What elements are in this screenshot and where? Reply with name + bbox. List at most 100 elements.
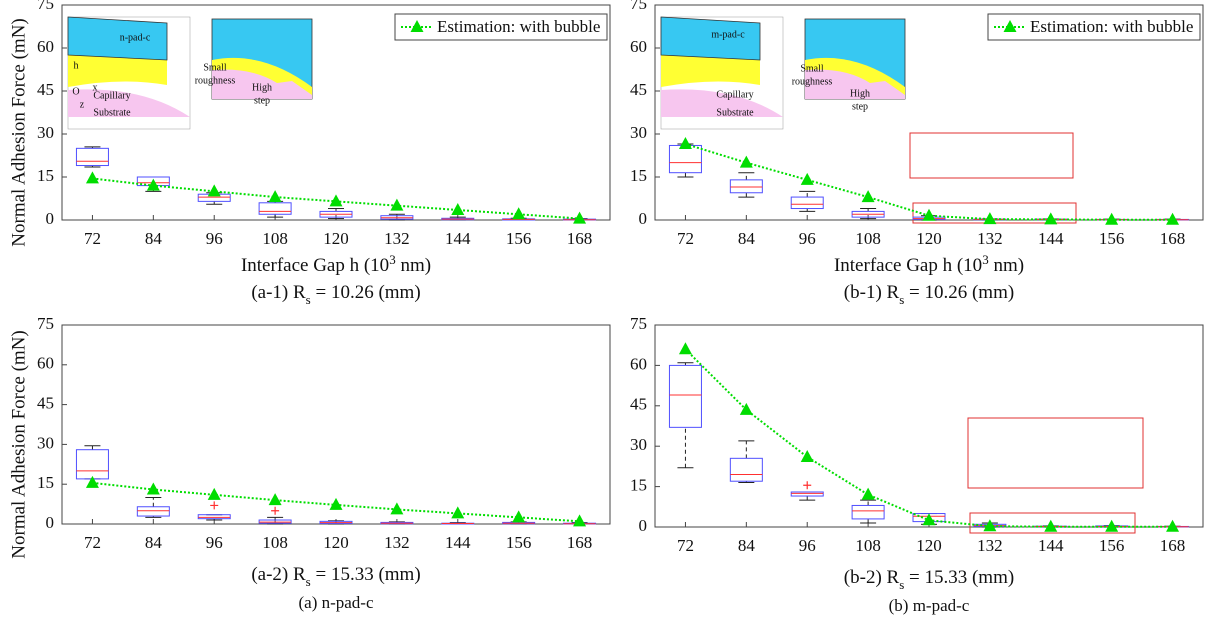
annotation: High	[252, 82, 272, 93]
zoom-substrate	[212, 69, 312, 99]
estimation-marker	[207, 184, 221, 197]
estimation-marker	[85, 171, 99, 184]
box	[258, 202, 292, 215]
y-tick-label: 15	[630, 166, 647, 185]
estimation-marker	[146, 482, 160, 495]
panel-caption: (a-1) Rs = 10.26 (mm)	[251, 282, 420, 307]
y-tick-label: 75	[630, 0, 647, 13]
y-tick-label: 60	[37, 354, 54, 373]
x-tick-label: 132	[384, 229, 410, 248]
box	[851, 504, 885, 520]
capillary	[68, 55, 167, 87]
estimation-marker	[512, 510, 526, 523]
legend-box	[987, 13, 1201, 41]
y-tick-label: 15	[37, 473, 54, 492]
estimation-marker	[390, 502, 404, 515]
legend-label: Estimation: with bubble	[1030, 17, 1193, 36]
annotation: step	[254, 95, 270, 106]
x-axis-label: Interface Gap h (103 nm)	[241, 252, 431, 276]
estimation-marker	[207, 487, 221, 500]
annotation: Substrate	[93, 107, 131, 118]
inset-schematic	[660, 16, 906, 130]
x-tick-label: 168	[567, 229, 593, 248]
annotation: Small	[800, 63, 824, 74]
outlier	[803, 481, 812, 490]
x-tick-label: 132	[977, 536, 1003, 555]
x-axis-label-text: Interface Gap h (10	[834, 255, 982, 276]
box	[197, 514, 231, 520]
caption-text: = 15.33 (mm)	[904, 567, 1014, 588]
x-tick-label: 132	[977, 229, 1003, 248]
estimation-marker	[1044, 519, 1058, 532]
estimation-marker	[739, 155, 753, 168]
x-tick-label: 108	[855, 229, 881, 248]
x-axis-label-sup: 3	[982, 252, 989, 267]
group-caption: (b) m-pad-c	[889, 596, 970, 615]
estimation-marker	[268, 493, 282, 506]
caption-text: (a-2) R	[251, 564, 306, 585]
capillary	[661, 55, 760, 87]
x-tick-label: 72	[677, 229, 694, 248]
annotation: m-pad-c	[711, 29, 745, 40]
y-tick-label: 30	[37, 433, 54, 452]
x-tick-label: 168	[1160, 536, 1186, 555]
caption-sub: s	[899, 292, 904, 307]
annotation: x	[93, 82, 98, 93]
caption-text: (a-1) R	[251, 282, 306, 303]
x-tick-label: 84	[738, 229, 756, 248]
x-tick-label: 108	[262, 533, 288, 552]
y-tick-label: 15	[630, 476, 647, 495]
estimation-marker	[983, 519, 997, 532]
annotation: z	[80, 99, 85, 110]
annotation: roughness	[195, 75, 236, 86]
estimation-marker	[861, 190, 875, 203]
outlier	[271, 506, 280, 515]
annotation: n-pad-c	[120, 32, 151, 43]
y-tick-label: 45	[630, 395, 647, 414]
plot-area	[654, 324, 1204, 528]
y-tick-label: 0	[46, 209, 55, 228]
plot-area	[61, 324, 611, 525]
box	[258, 519, 292, 524]
estimation-marker	[329, 194, 343, 207]
x-tick-label: 120	[916, 536, 942, 555]
y-tick-label: 75	[37, 314, 54, 333]
x-tick-label: 84	[738, 536, 756, 555]
caption-sub: s	[899, 577, 904, 592]
x-axis-label-sup: 3	[389, 252, 396, 267]
x-tick-label: 72	[677, 536, 694, 555]
y-tick-label: 45	[630, 80, 647, 99]
estimation-marker	[329, 497, 343, 510]
legend-marker	[1003, 20, 1017, 32]
y-tick-label: 60	[630, 354, 647, 373]
zoom-substrate	[805, 69, 905, 99]
caption-text: (b-1) R	[844, 282, 900, 303]
estimation-marker	[800, 449, 814, 462]
x-tick-label: 108	[262, 229, 288, 248]
caption-text: = 15.33 (mm)	[311, 564, 421, 585]
annotation: Capillary	[93, 90, 130, 101]
estimation-marker	[1105, 519, 1119, 532]
y-tick-label: 30	[630, 123, 647, 142]
estimation-marker	[573, 211, 587, 224]
annotation: step	[852, 101, 868, 112]
x-tick-label: 84	[145, 533, 163, 552]
estimation-marker	[1166, 212, 1180, 225]
zoom-frame	[909, 132, 1074, 179]
zoom-region	[969, 512, 1136, 534]
x-tick-label: 168	[1160, 229, 1186, 248]
y-tick-label: 45	[37, 80, 54, 99]
estimation-marker	[1044, 212, 1058, 225]
group-caption: (a) n-pad-c	[298, 593, 373, 612]
estimation-marker	[1105, 212, 1119, 225]
x-tick-label: 156	[506, 533, 532, 552]
estimation-marker	[451, 202, 465, 215]
y-axis-label: Normal Adhesion Force (mN)	[8, 18, 29, 246]
x-tick-label: 120	[916, 229, 942, 248]
estimation-marker	[983, 212, 997, 225]
y-tick-label: 0	[639, 516, 648, 535]
annotation: Capillary	[716, 89, 753, 100]
y-tick-label: 45	[37, 394, 54, 413]
x-axis-label-text: nm)	[396, 255, 431, 276]
caption-text: (b-2) R	[844, 567, 900, 588]
